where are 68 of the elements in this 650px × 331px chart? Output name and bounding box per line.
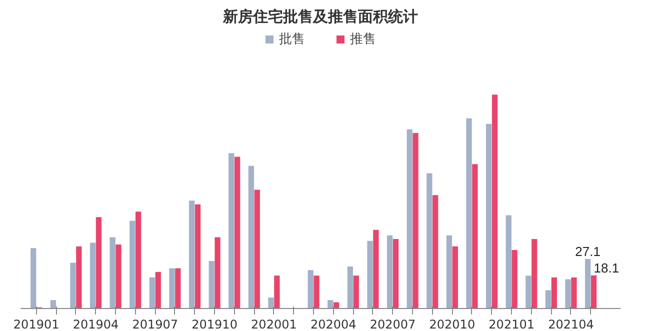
bar xyxy=(208,260,214,308)
x-tick-label: 202004 xyxy=(310,318,356,331)
x-tick-label: 201901 xyxy=(13,318,60,331)
bar xyxy=(571,277,577,308)
bar xyxy=(328,300,334,308)
bar xyxy=(90,242,96,308)
bar xyxy=(214,237,220,308)
bar xyxy=(492,94,498,308)
bar xyxy=(188,200,195,308)
bar xyxy=(590,275,597,308)
bar xyxy=(175,268,181,308)
bar xyxy=(452,246,458,308)
bar xyxy=(30,248,36,308)
bar xyxy=(486,124,492,308)
bar xyxy=(136,212,142,308)
bar xyxy=(565,279,571,308)
legend-label: 推售 xyxy=(350,31,376,48)
chart-title: 新房住宅批售及推售面积统计 xyxy=(222,8,418,26)
bar xyxy=(194,204,201,308)
bar xyxy=(347,266,354,308)
bar xyxy=(472,164,478,308)
bar xyxy=(412,133,418,308)
bar xyxy=(512,250,518,308)
bar xyxy=(110,237,116,308)
bar xyxy=(406,129,412,308)
bar xyxy=(367,240,373,308)
bar xyxy=(274,276,280,308)
bar xyxy=(373,230,379,308)
bar xyxy=(254,190,260,308)
bar xyxy=(545,290,552,308)
bar xyxy=(526,276,532,308)
bar xyxy=(446,235,452,308)
bar xyxy=(308,270,314,308)
bar xyxy=(70,262,76,308)
bar xyxy=(116,244,122,308)
data-label: 27.1 xyxy=(575,244,600,259)
data-label: 18.1 xyxy=(594,260,620,276)
bar xyxy=(155,272,161,308)
bar xyxy=(149,277,156,308)
bar xyxy=(392,239,399,308)
bar xyxy=(228,153,234,308)
bar xyxy=(585,258,591,308)
bar xyxy=(314,276,320,308)
x-tick-label: 201910 xyxy=(192,318,238,331)
legend-label: 批售 xyxy=(279,31,305,48)
bar xyxy=(532,239,538,308)
bar xyxy=(386,235,393,308)
bar xyxy=(96,217,102,308)
bar xyxy=(466,118,472,308)
bar xyxy=(130,220,136,308)
x-tick-label: 202101 xyxy=(488,318,534,331)
x-tick-label: 202010 xyxy=(429,318,476,331)
bar xyxy=(353,276,359,308)
bar xyxy=(76,246,82,308)
x-tick-label: 202001 xyxy=(251,318,297,331)
bar xyxy=(426,173,432,308)
x-tick-label: 201904 xyxy=(72,318,119,331)
bar xyxy=(50,300,56,308)
bar xyxy=(506,215,512,308)
x-tick-label: 202104 xyxy=(548,318,594,331)
x-tick-label: 202007 xyxy=(370,318,416,331)
bar xyxy=(234,156,240,308)
bar xyxy=(169,268,175,308)
x-tick-label: 201907 xyxy=(132,318,178,331)
bar xyxy=(268,298,274,308)
bar xyxy=(551,277,557,308)
bar xyxy=(248,166,254,308)
bar xyxy=(432,195,438,308)
